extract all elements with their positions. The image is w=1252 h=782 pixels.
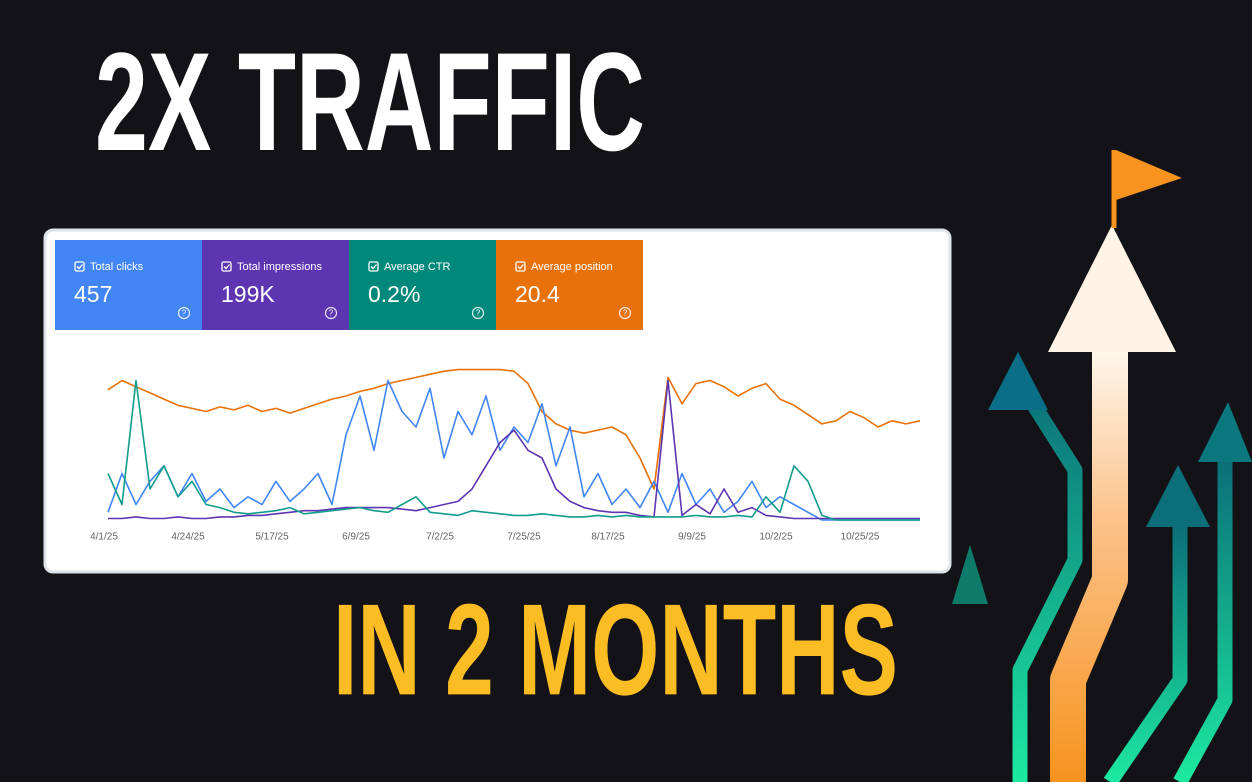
growth-arrows [952,150,1252,782]
metric-value: 0.2% [368,281,420,307]
metric-card: Total clicks 457? [55,240,202,330]
x-tick-label: 4/24/25 [171,532,205,543]
x-tick-label: 8/17/25 [591,532,625,543]
x-tick-label: 5/17/25 [255,532,289,543]
metric-card: Average CTR 0.2%? [349,240,496,330]
metric-card: Total impressions 199K? [202,240,349,330]
checkmark [223,264,230,270]
metric-card-bg [55,240,202,330]
metric-label: Average CTR [384,261,450,273]
x-tick-label: 6/9/25 [342,532,370,543]
metric-card-bg [496,240,643,330]
metric-value: 20.4 [515,281,560,307]
x-tick-label: 7/2/25 [426,532,454,543]
metric-label: Average position [531,261,613,273]
x-tick-label: 7/25/25 [507,532,541,543]
help-icon [177,306,191,320]
series-line [107,379,920,521]
checkbox [368,261,379,272]
metric-card-bg [349,240,496,330]
x-tick-label: 9/9/25 [678,532,706,543]
checkmark [370,264,377,270]
checkmark [517,264,524,270]
headline: 2X TRAFFIC [95,23,645,180]
performance-chart: 4/1/25 4/24/25 5/17/25 6/9/25 7/2/25 7/25/25 8… [90,368,921,543]
x-tick-label: 4/1/25 [90,532,118,543]
checkbox [74,261,85,272]
subheadline: IN 2 MONTHS [333,576,898,722]
metric-label: Total clicks [90,261,144,273]
help-icon-mark: ? [182,309,187,318]
metric-value: 457 [74,281,112,307]
help-icon [471,306,485,320]
metric-card-bg [202,240,349,330]
series-line [108,379,920,520]
help-icon [618,306,632,320]
help-icon-mark: ? [476,309,481,318]
help-icon [324,306,338,320]
metric-card: Average position 20.4? [496,240,643,330]
metric-label: Total impressions [237,261,322,273]
help-icon-mark: ? [329,309,334,318]
checkmark [76,264,83,270]
metric-value: 199K [221,281,275,307]
checkbox [221,261,232,272]
help-icon-mark: ? [623,309,628,318]
series-line [107,368,921,490]
x-tick-label: 10/2/25 [759,532,793,543]
x-tick-label: 10/25/25 [841,532,880,543]
checkbox [515,261,526,272]
